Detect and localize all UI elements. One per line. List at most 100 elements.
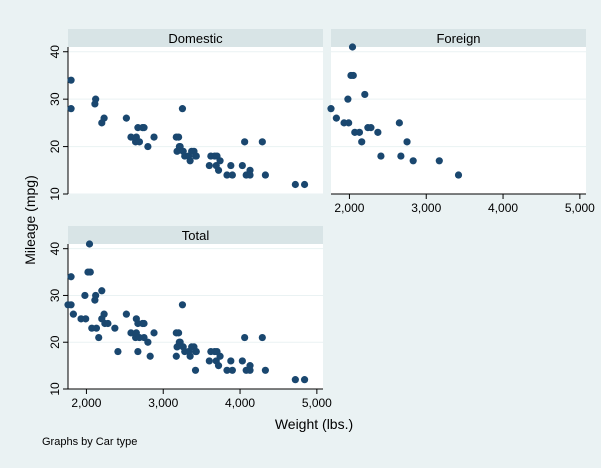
data-point: [238, 161, 246, 170]
data-point: [86, 268, 94, 276]
data-point: [104, 319, 112, 328]
data-point: [258, 138, 266, 146]
data-point: [409, 157, 417, 165]
data-point: [178, 105, 187, 113]
data-point: [228, 366, 236, 374]
x-tick-label: 4,000: [225, 396, 255, 410]
data-point: [111, 324, 119, 332]
data-point: [146, 352, 154, 360]
data-point: [327, 105, 335, 113]
data-point: [122, 114, 130, 122]
data-point: [205, 161, 213, 170]
y-tick-label: 20: [48, 335, 62, 349]
data-point: [395, 119, 403, 127]
data-point: [98, 287, 106, 295]
plot-area: [68, 244, 323, 389]
note-text: Graphs by Car type: [42, 436, 137, 448]
panel-title: Total: [182, 228, 210, 243]
data-point: [150, 329, 158, 337]
panel-foreign: Foreign 2,000 3,000 4,000 5,000: [327, 29, 595, 215]
y-tick-label: 30: [48, 92, 62, 106]
data-point: [191, 366, 200, 374]
data-point: [192, 152, 200, 160]
x-tick-label: 3,000: [148, 396, 178, 410]
data-point: [246, 171, 254, 179]
y-tick-label: 20: [48, 140, 62, 154]
x-tick-label: 5,000: [565, 201, 595, 215]
data-point: [67, 105, 75, 113]
y-tick-label: 10: [48, 187, 62, 201]
data-point: [186, 352, 194, 360]
data-point: [300, 180, 309, 189]
data-point: [69, 310, 77, 318]
data-point: [175, 133, 183, 141]
data-point: [134, 347, 142, 356]
data-point: [332, 114, 340, 122]
y-tick-label: 30: [48, 288, 62, 302]
data-point: [367, 124, 375, 132]
plot-area: [68, 47, 323, 194]
data-point: [132, 315, 140, 323]
data-point: [435, 157, 443, 165]
data-point: [100, 310, 108, 318]
data-point: [122, 310, 130, 318]
data-point: [241, 138, 249, 146]
data-point: [100, 114, 108, 122]
data-point: [261, 366, 269, 374]
data-point: [258, 333, 266, 342]
data-point: [64, 301, 72, 309]
data-point: [127, 133, 135, 141]
x-tick-label: 4,000: [488, 201, 518, 215]
data-point: [92, 291, 100, 300]
data-point: [349, 71, 357, 80]
y-axis-label: Mileage (mpg): [22, 175, 38, 264]
y-tick-label: 10: [48, 382, 62, 396]
data-point: [358, 138, 366, 146]
data-point: [127, 329, 135, 337]
data-point: [227, 161, 235, 170]
x-tick-label: 2,000: [71, 396, 101, 410]
panel-title: Foreign: [436, 31, 480, 46]
data-point: [140, 319, 148, 328]
y-tick-label: 40: [48, 242, 62, 256]
x-tick-label: 2,000: [334, 201, 364, 215]
data-point: [216, 352, 224, 360]
data-point: [238, 357, 246, 365]
plot-area: [331, 47, 586, 194]
panel-header: [331, 29, 586, 47]
data-point: [92, 95, 100, 103]
data-point: [140, 124, 148, 132]
data-point: [291, 376, 299, 384]
x-tick-label: 3,000: [411, 201, 441, 215]
x-axis-label: Weight (lbs.): [275, 416, 353, 432]
data-point: [261, 171, 269, 179]
data-point: [150, 133, 158, 141]
data-point: [178, 301, 187, 309]
panel-total: Total 10 20 30 40 2,000 3,000 4,000 5,000: [48, 226, 332, 410]
data-point: [300, 376, 309, 384]
data-point: [140, 333, 148, 342]
data-point: [227, 357, 235, 365]
data-point: [67, 273, 75, 281]
data-point: [92, 324, 101, 332]
data-point: [291, 180, 299, 189]
data-point: [241, 333, 249, 342]
data-point: [82, 315, 90, 323]
data-point: [397, 152, 405, 160]
data-point: [348, 43, 357, 51]
data-point: [345, 119, 353, 127]
data-point: [374, 128, 382, 136]
data-point: [95, 333, 103, 342]
data-point: [223, 171, 231, 179]
data-point: [361, 90, 369, 99]
data-point: [67, 76, 75, 84]
data-point: [403, 138, 411, 146]
data-point: [216, 157, 224, 165]
data-point: [144, 142, 152, 151]
data-point: [85, 240, 94, 248]
panel-domestic: Domestic 10 20 30 40: [48, 29, 323, 201]
data-point: [205, 357, 213, 365]
y-tick-label: 40: [48, 45, 62, 59]
data-point: [223, 366, 231, 374]
